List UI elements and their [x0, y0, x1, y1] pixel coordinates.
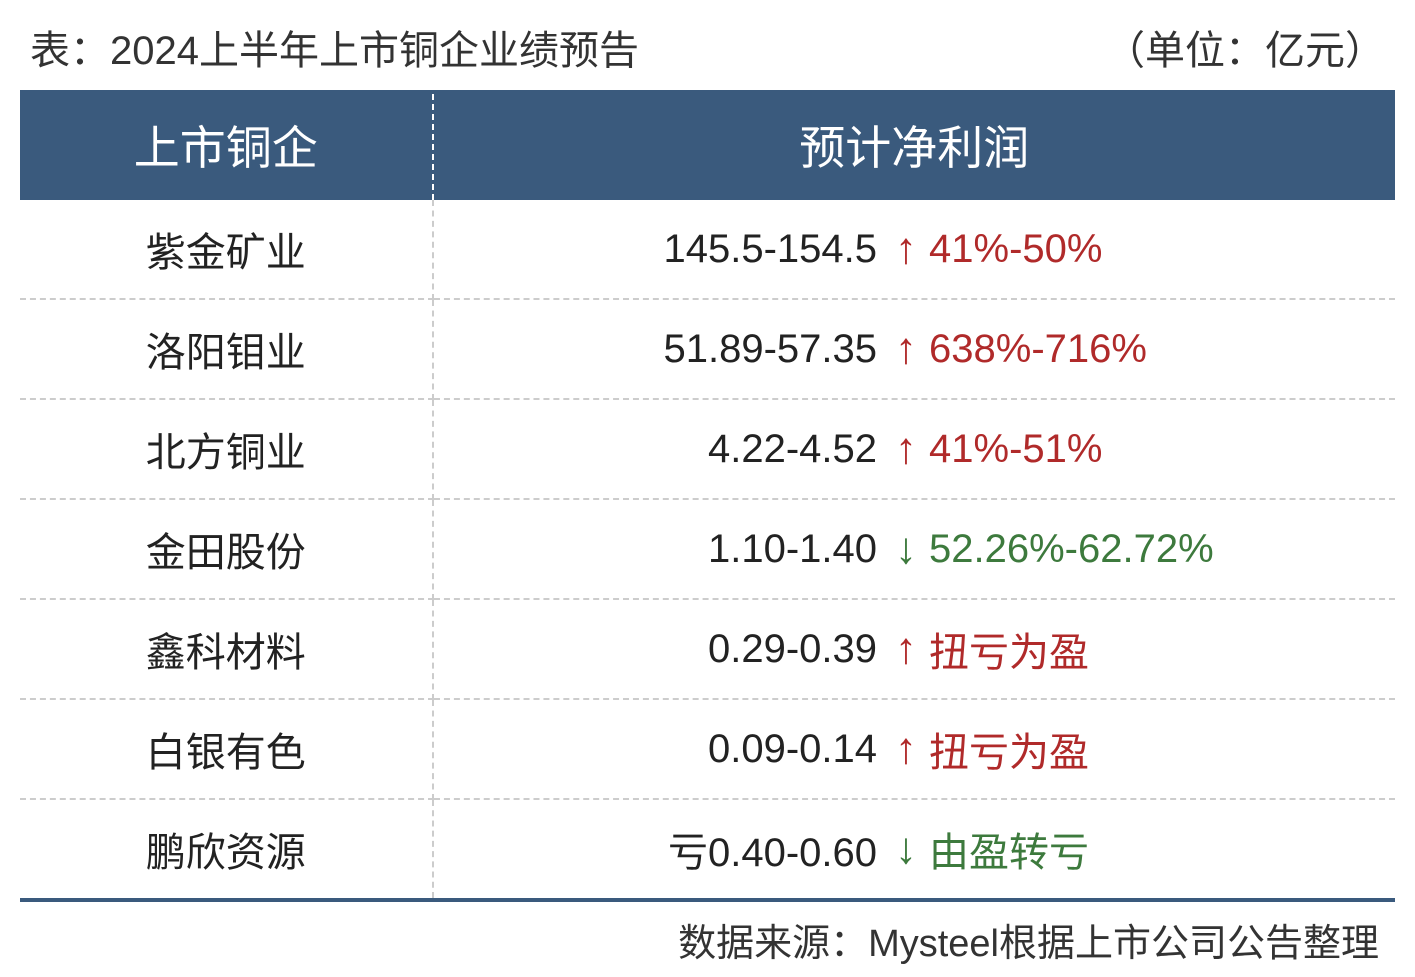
- change-text: 41%-50%: [923, 227, 1395, 272]
- company-name: 金田股份: [146, 531, 306, 575]
- profit-inner: 1.10-1.40↓52.26%-62.72%: [434, 527, 1396, 572]
- profit-inner: 4.22-4.52↑41%-51%: [434, 427, 1396, 472]
- profit-inner: 145.5-154.5↑41%-50%: [434, 227, 1396, 272]
- arrow-up-icon: ↑: [895, 227, 923, 271]
- col-header-company: 上市铜企: [20, 92, 433, 200]
- change-text: 扭亏为盈: [923, 620, 1395, 678]
- arrow-up-icon: ↑: [895, 327, 923, 371]
- data-source: 数据来源：Mysteel根据上市公司公告整理: [20, 902, 1395, 967]
- profit-value: 51.89-57.35: [434, 327, 896, 372]
- arrow-down-icon: ↓: [895, 827, 923, 871]
- table-unit: （单位：亿元）: [1105, 18, 1385, 76]
- change-text: 由盈转亏: [923, 820, 1395, 878]
- company-name: 鑫科材料: [146, 631, 306, 675]
- company-name: 紫金矿业: [146, 231, 306, 275]
- change-text: 41%-51%: [923, 427, 1395, 472]
- profit-value: 145.5-154.5: [434, 227, 896, 272]
- profit-value: 0.09-0.14: [434, 727, 896, 772]
- company-cell: 洛阳钼业: [20, 299, 433, 399]
- company-cell: 紫金矿业: [20, 200, 433, 299]
- profit-cell: 145.5-154.5↑41%-50%: [433, 200, 1396, 299]
- table-row: 北方铜业 4.22-4.52↑41%-51%: [20, 399, 1395, 499]
- arrow-up-icon: ↑: [895, 627, 923, 671]
- table-container: 表：2024上半年上市铜企业绩预告 （单位：亿元） 上市铜企 预计净利润 紫金矿…: [0, 0, 1415, 977]
- table-row: 洛阳钼业 51.89-57.35↑638%-716%: [20, 299, 1395, 399]
- table-row: 鹏欣资源 亏0.40-0.60↓由盈转亏: [20, 799, 1395, 900]
- change-text: 52.26%-62.72%: [923, 527, 1395, 572]
- company-cell: 金田股份: [20, 499, 433, 599]
- table-title: 表：2024上半年上市铜企业绩预告: [30, 18, 639, 76]
- profit-inner: 0.29-0.39↑扭亏为盈: [434, 620, 1396, 678]
- profit-cell: 51.89-57.35↑638%-716%: [433, 299, 1396, 399]
- profit-inner: 0.09-0.14↑扭亏为盈: [434, 720, 1396, 778]
- company-name: 白银有色: [146, 731, 306, 775]
- change-text: 638%-716%: [923, 327, 1395, 372]
- col-header-profit: 预计净利润: [433, 92, 1396, 200]
- arrow-down-icon: ↓: [895, 527, 923, 571]
- profit-value: 1.10-1.40: [434, 527, 896, 572]
- title-row: 表：2024上半年上市铜企业绩预告 （单位：亿元）: [20, 10, 1395, 90]
- profit-inner: 亏0.40-0.60↓由盈转亏: [434, 820, 1396, 878]
- table-row: 鑫科材料 0.29-0.39↑扭亏为盈: [20, 599, 1395, 699]
- profit-value: 0.29-0.39: [434, 627, 896, 672]
- change-text: 扭亏为盈: [923, 720, 1395, 778]
- profit-cell: 0.29-0.39↑扭亏为盈: [433, 599, 1396, 699]
- profit-cell: 0.09-0.14↑扭亏为盈: [433, 699, 1396, 799]
- company-cell: 白银有色: [20, 699, 433, 799]
- table-row: 白银有色 0.09-0.14↑扭亏为盈: [20, 699, 1395, 799]
- profit-table: 上市铜企 预计净利润 紫金矿业145.5-154.5↑41%-50%洛阳钼业51…: [20, 90, 1395, 902]
- company-name: 北方铜业: [146, 431, 306, 475]
- company-name: 洛阳钼业: [146, 331, 306, 375]
- profit-value: 亏0.40-0.60: [434, 820, 896, 878]
- profit-value: 4.22-4.52: [434, 427, 896, 472]
- profit-cell: 1.10-1.40↓52.26%-62.72%: [433, 499, 1396, 599]
- company-name: 鹏欣资源: [146, 831, 306, 875]
- table-header-row: 上市铜企 预计净利润: [20, 92, 1395, 200]
- company-cell: 北方铜业: [20, 399, 433, 499]
- profit-inner: 51.89-57.35↑638%-716%: [434, 327, 1396, 372]
- arrow-up-icon: ↑: [895, 727, 923, 771]
- profit-cell: 亏0.40-0.60↓由盈转亏: [433, 799, 1396, 900]
- company-cell: 鹏欣资源: [20, 799, 433, 900]
- company-cell: 鑫科材料: [20, 599, 433, 699]
- table-row: 紫金矿业 145.5-154.5↑41%-50%: [20, 200, 1395, 299]
- table-row: 金田股份 1.10-1.40↓52.26%-62.72%: [20, 499, 1395, 599]
- arrow-up-icon: ↑: [895, 427, 923, 471]
- profit-cell: 4.22-4.52↑41%-51%: [433, 399, 1396, 499]
